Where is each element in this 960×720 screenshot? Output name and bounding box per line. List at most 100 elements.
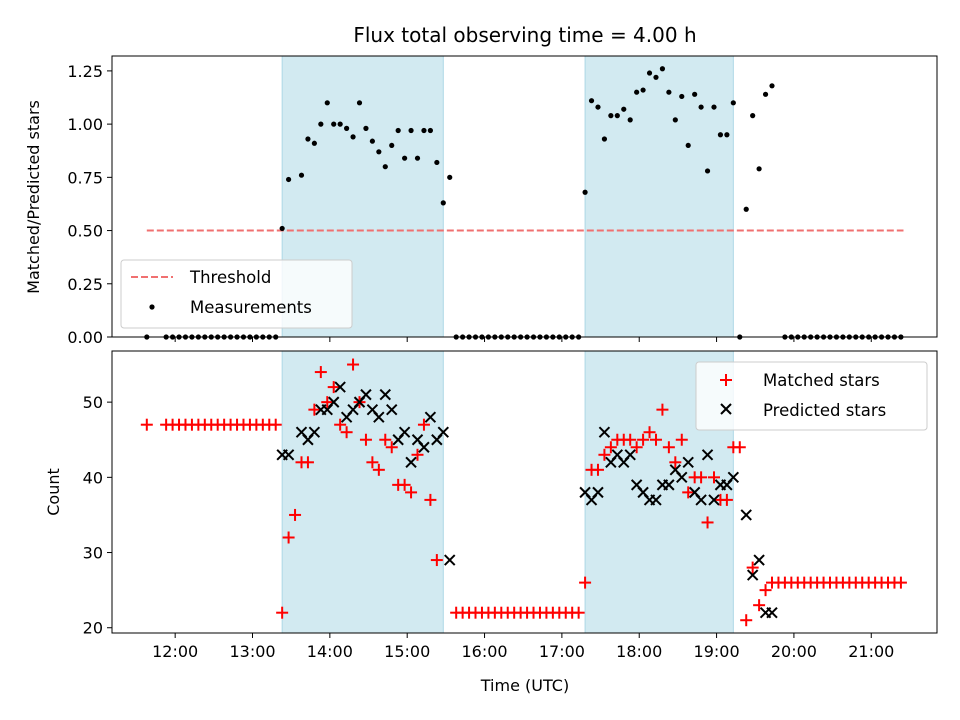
matched-star-point <box>347 358 360 371</box>
count-x-axis: 12:00 13:00 14:00 15:00 16:00 17:00 18:00 19:00… <box>152 633 894 661</box>
matched-star-point <box>340 426 353 439</box>
predicted-stars-series <box>276 381 778 619</box>
measurement-point <box>730 100 736 106</box>
predicted-star-point <box>418 441 430 453</box>
count-x-tick-label: 17:00 <box>539 642 585 661</box>
measurement-point <box>382 164 388 170</box>
measurement-point <box>692 91 698 97</box>
matched-star-point <box>385 441 398 454</box>
measurement-point <box>582 189 588 195</box>
ratio-panel: 0.00 0.25 0.50 0.75 1.00 1.25 Matched/Predict… <box>24 55 938 347</box>
predicted-star-point <box>360 388 372 401</box>
measurement-point <box>704 168 711 174</box>
measurement-point <box>724 132 730 138</box>
measurement-point <box>298 172 305 178</box>
predicted-star-point <box>676 471 688 484</box>
measurement-point <box>414 155 421 161</box>
measurement-point <box>621 106 627 112</box>
predicted-star-point <box>746 569 759 581</box>
count-y-tick-label: 50 <box>83 393 103 412</box>
measurement-point <box>318 121 324 127</box>
predicted-star-point <box>650 494 662 506</box>
measurement-point <box>653 74 659 80</box>
matched-star-point <box>321 396 334 409</box>
matched-star-point <box>630 441 643 454</box>
matched-star-point <box>411 448 424 461</box>
matched-star-point <box>359 433 372 446</box>
predicted-legend-label: Predicted stars <box>763 401 886 420</box>
ratio-legend-box <box>120 259 353 329</box>
matched-star-point <box>656 403 669 416</box>
matched-star-point <box>301 456 314 469</box>
ratio-y-tick-label: 0.25 <box>67 275 103 294</box>
predicted-star-point <box>592 486 604 499</box>
matched-star-point <box>269 418 282 431</box>
chart-title: Flux total observing time = 4.00 h <box>353 23 696 47</box>
measurement-point <box>627 117 633 123</box>
measurement-point <box>279 225 285 232</box>
measurement-point <box>698 104 704 110</box>
count-legend: Matched stars Predicted stars <box>695 361 928 431</box>
count-axes-frame <box>111 350 938 634</box>
measurement-point <box>356 100 363 106</box>
matched-star-point <box>140 418 153 431</box>
matched-star-point <box>417 418 430 431</box>
threshold-legend-label: Threshold <box>189 268 271 287</box>
predicted-star-point <box>766 606 778 619</box>
matched-star-point <box>591 463 604 476</box>
count-x-label: Time (UTC) <box>480 676 569 695</box>
matched-star-point <box>753 599 766 612</box>
ratio-y-tick-label: 1.00 <box>67 115 103 134</box>
ratio-y-tick-label: 1.25 <box>67 62 103 81</box>
measurement-point <box>640 87 646 93</box>
predicted-star-point <box>753 554 765 566</box>
observing-window-2 <box>584 55 734 338</box>
matched-star-point <box>675 433 688 446</box>
observing-windows <box>281 55 734 338</box>
matched-star-point <box>894 576 907 589</box>
ratio-legend: Threshold Measurements <box>120 259 353 329</box>
predicted-star-point <box>373 411 385 423</box>
measurement-point <box>369 138 375 144</box>
measurement-point <box>646 70 653 76</box>
ratio-x-ticks <box>174 337 872 342</box>
matched-legend-swatch <box>720 374 732 386</box>
measurement-point <box>331 121 337 127</box>
count-x-tick-label: 16:00 <box>461 642 507 661</box>
measurement-point <box>685 142 691 149</box>
measurement-point <box>434 159 440 166</box>
count-y-tick-label: 30 <box>83 544 103 563</box>
measurement-point <box>634 89 640 95</box>
count-x-tick-label: 13:00 <box>229 642 275 661</box>
predicted-star-point <box>682 456 694 469</box>
matched-star-point <box>598 448 611 461</box>
matched-star-point <box>604 441 617 454</box>
matched-star-point <box>572 606 585 619</box>
count-x-tick-label: 20:00 <box>771 642 817 661</box>
predicted-star-point <box>424 411 437 423</box>
matched-star-point <box>707 471 720 484</box>
matched-star-point <box>662 441 675 454</box>
matched-star-point <box>366 456 379 469</box>
measurement-point <box>305 136 311 142</box>
matched-star-point <box>649 433 662 446</box>
matched-star-point <box>289 508 302 521</box>
measurement-point <box>344 125 350 131</box>
measurement-point <box>659 66 666 72</box>
predicted-star-point <box>334 381 346 393</box>
count-y-label: Count <box>44 468 63 516</box>
matched-star-point <box>624 433 637 446</box>
count-x-tick-label: 21:00 <box>848 642 894 661</box>
measurements-legend-label: Measurements <box>190 298 312 317</box>
matched-star-point <box>282 531 295 544</box>
matched-star-point <box>334 418 347 431</box>
measurements-legend-swatch <box>149 304 155 310</box>
measurement-point <box>769 83 775 89</box>
measurement-point <box>311 140 317 146</box>
matched-star-point <box>430 554 443 567</box>
measurement-point <box>389 142 395 149</box>
predicted-star-point <box>437 426 449 438</box>
ratio-axes-frame <box>111 55 938 338</box>
